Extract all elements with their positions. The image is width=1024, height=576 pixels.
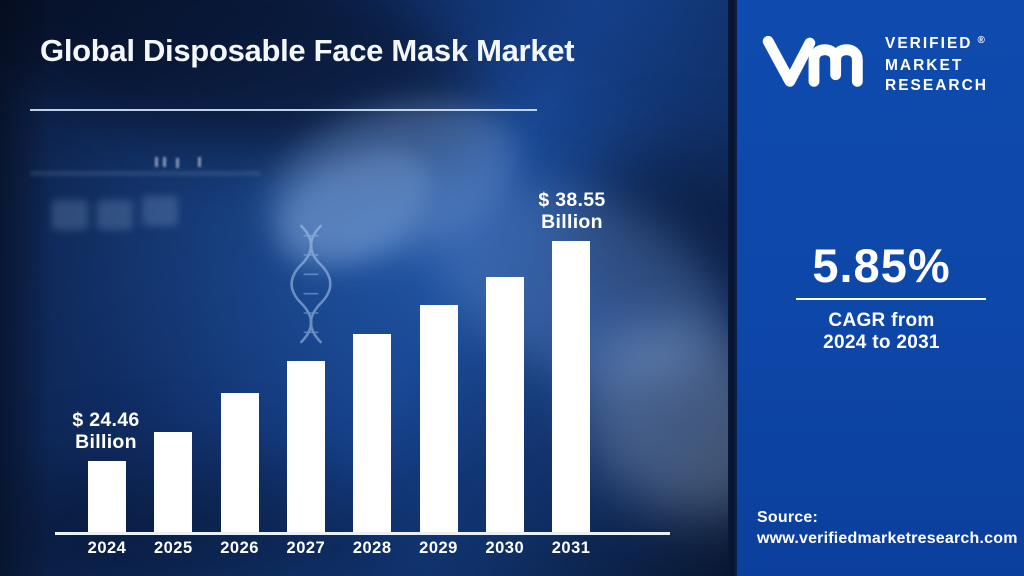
brand-line-3: RESEARCH [885,77,988,94]
lab-figure-shape [198,157,201,167]
source-label: Source: [757,509,818,526]
background-dark-shape [0,468,400,576]
vmr-logo-icon [762,35,863,87]
lab-shelf-shape [30,172,260,175]
x-tick-2026: 2026 [220,539,259,557]
info-panel: VERIFIED ® MARKET RESEARCH 5.85% CAGR fro… [737,0,1024,576]
value-label-2031-amount: $ 38.55 [538,189,606,211]
bar-2028 [353,334,392,534]
x-tick-2030: 2030 [485,539,525,557]
cagr-caption-line-1: CAGR from [828,310,935,331]
x-tick-2025: 2025 [153,539,193,557]
x-tick-2024: 2024 [87,539,127,557]
bar-2026 [220,393,259,534]
bar-2029 [419,305,458,534]
cagr-value: 5.85% [812,239,951,292]
x-tick-2027: 2027 [286,539,326,557]
dna-helix-icon [290,224,332,344]
title-underline [30,109,537,111]
value-label-2031-unit: Billion [541,210,603,233]
bar-2031 [552,241,591,534]
x-axis-line [55,532,670,535]
value-label-2024: $ 24.46 Billion [41,409,171,453]
registered-trademark-icon: ® [977,35,985,46]
brand-line-1: VERIFIED ® [885,35,985,52]
lab-figure-shape [155,157,158,167]
brand-logo: VERIFIED ® MARKET RESEARCH [755,28,988,96]
bar-2030 [485,277,524,534]
bar-2024 [88,461,126,534]
value-label-2024-amount: $ 24.46 [72,409,140,431]
panel-divider [728,0,737,576]
value-label-2024-unit: Billion [75,430,137,453]
lab-figure-shape [176,158,179,168]
lab-jar-shape [97,200,133,230]
value-label-2031: $ 38.55 Billion [507,189,637,233]
brand-name: VERIFIED ® MARKET RESEARCH [885,34,988,96]
chart-area: Global Disposable Face Mask Market 2024 2… [0,0,728,576]
source-url: www.verifiedmarketresearch.com [757,530,1018,547]
x-tick-2029: 2029 [419,539,458,557]
x-tick-2031: 2031 [551,539,591,557]
bar-2027 [286,361,325,534]
cagr-divider-line [796,298,986,300]
brand-line-2: MARKET [885,57,964,74]
cagr-caption-line-2: 2024 to 2031 [823,332,940,353]
source-block: Source: www.verifiedmarketresearch.com [757,507,1018,549]
page-title: Global Disposable Face Mask Market [40,33,575,68]
x-tick-2028: 2028 [352,539,392,557]
bar-2025 [154,432,193,534]
cagr-caption: CAGR from 2024 to 2031 [753,310,1010,354]
lab-jar-shape [52,200,88,230]
lab-figure-shape [163,157,166,167]
background-equipment-shape [575,148,728,313]
lab-jar-shape [142,196,178,226]
